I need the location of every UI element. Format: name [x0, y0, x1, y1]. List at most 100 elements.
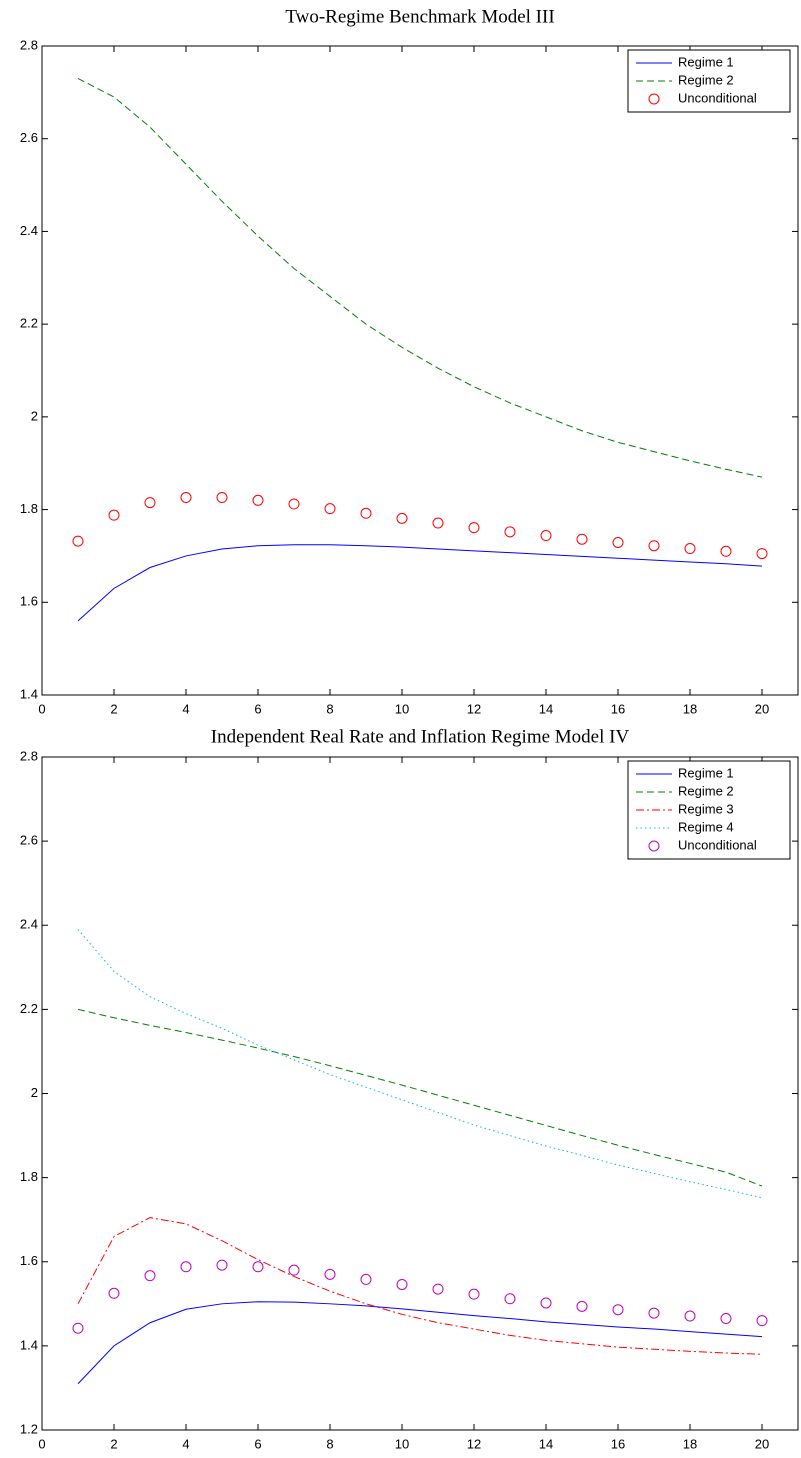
y-tick-label: 1.4	[20, 1337, 38, 1352]
data-point	[324, 503, 336, 515]
x-tick-label: 0	[38, 701, 45, 716]
series-line	[77, 1008, 763, 1187]
data-point	[180, 1261, 192, 1273]
data-point	[684, 1310, 696, 1322]
data-point	[756, 548, 768, 560]
y-tick-label: 2.8	[20, 748, 38, 763]
data-point	[504, 526, 516, 538]
y-tick-label: 2.4	[20, 917, 38, 932]
data-point	[216, 492, 228, 504]
x-tick-label: 18	[683, 1436, 697, 1451]
data-point	[396, 512, 408, 524]
series-line	[77, 929, 763, 1199]
data-point	[108, 1287, 120, 1299]
data-point	[144, 1270, 156, 1282]
x-tick-label: 16	[611, 1436, 625, 1451]
legend-box	[627, 49, 791, 113]
y-tick-label: 1.4	[20, 686, 38, 701]
data-point	[540, 1297, 552, 1309]
x-tick-label: 20	[755, 701, 769, 716]
y-tick-label: 2.6	[20, 833, 38, 848]
legend-marker	[648, 840, 660, 852]
data-point	[504, 1293, 516, 1305]
plot-frame	[41, 45, 799, 696]
x-tick-label: 6	[254, 1436, 261, 1451]
x-tick-label: 10	[395, 701, 409, 716]
y-tick-label: 2	[31, 1085, 38, 1100]
data-point	[180, 492, 192, 504]
legend-label: Regime 4	[678, 819, 734, 834]
data-point	[648, 540, 660, 552]
x-tick-label: 14	[539, 701, 553, 716]
chart-title: Two-Regime Benchmark Model III	[285, 6, 554, 27]
data-point	[468, 1288, 480, 1300]
x-tick-label: 2	[110, 701, 117, 716]
legend-marker	[648, 93, 660, 105]
data-point	[468, 522, 480, 534]
x-tick-label: 4	[182, 701, 189, 716]
y-tick-label: 1.2	[20, 1421, 38, 1436]
data-point	[648, 1307, 660, 1319]
series-line	[77, 78, 763, 478]
x-tick-label: 4	[182, 1436, 189, 1451]
x-tick-label: 8	[326, 1436, 333, 1451]
y-tick-label: 2	[31, 408, 38, 423]
data-point	[252, 494, 264, 506]
y-tick-label: 2.2	[20, 1001, 38, 1016]
data-point	[288, 1264, 300, 1276]
y-tick-label: 1.6	[20, 594, 38, 609]
x-tick-label: 6	[254, 701, 261, 716]
legend-label: Regime 2	[678, 783, 734, 798]
legend-label: Unconditional	[678, 837, 757, 852]
data-point	[288, 498, 300, 510]
series-line	[77, 1217, 763, 1355]
data-point	[396, 1278, 408, 1290]
legend-label: Regime 3	[678, 801, 734, 816]
x-tick-label: 10	[395, 1436, 409, 1451]
data-point	[252, 1261, 264, 1273]
data-point	[576, 1300, 588, 1312]
data-point	[144, 497, 156, 509]
data-point	[756, 1315, 768, 1327]
legend-label: Unconditional	[678, 90, 757, 105]
x-tick-label: 8	[326, 701, 333, 716]
x-tick-label: 20	[755, 1436, 769, 1451]
series-line	[77, 544, 763, 622]
data-point	[72, 535, 84, 547]
x-tick-label: 14	[539, 1436, 553, 1451]
x-tick-label: 18	[683, 701, 697, 716]
data-point	[720, 1313, 732, 1325]
y-tick-label: 2.6	[20, 130, 38, 145]
y-tick-label: 2.4	[20, 223, 38, 238]
series-line	[77, 1301, 763, 1385]
data-point	[360, 1273, 372, 1285]
data-point	[576, 533, 588, 545]
data-point	[72, 1322, 84, 1334]
data-point	[612, 536, 624, 548]
chart-title: Independent Real Rate and Inflation Regi…	[211, 726, 630, 747]
x-tick-label: 0	[38, 1436, 45, 1451]
y-tick-label: 1.8	[20, 501, 38, 516]
y-tick-label: 1.8	[20, 1169, 38, 1184]
x-tick-label: 12	[467, 1436, 481, 1451]
legend-label: Regime 1	[678, 54, 734, 69]
y-tick-label: 2.8	[20, 37, 38, 52]
data-point	[684, 543, 696, 555]
x-tick-label: 2	[110, 1436, 117, 1451]
data-point	[432, 1283, 444, 1295]
legend-label: Regime 1	[678, 765, 734, 780]
data-point	[540, 530, 552, 542]
y-tick-label: 1.6	[20, 1253, 38, 1268]
data-point	[216, 1259, 228, 1271]
x-tick-label: 12	[467, 701, 481, 716]
data-point	[612, 1304, 624, 1316]
data-point	[360, 507, 372, 519]
y-tick-label: 2.2	[20, 316, 38, 331]
data-point	[324, 1268, 336, 1280]
data-point	[720, 545, 732, 557]
legend-label: Regime 2	[678, 72, 734, 87]
x-tick-label: 16	[611, 701, 625, 716]
data-point	[432, 517, 444, 529]
data-point	[108, 509, 120, 521]
